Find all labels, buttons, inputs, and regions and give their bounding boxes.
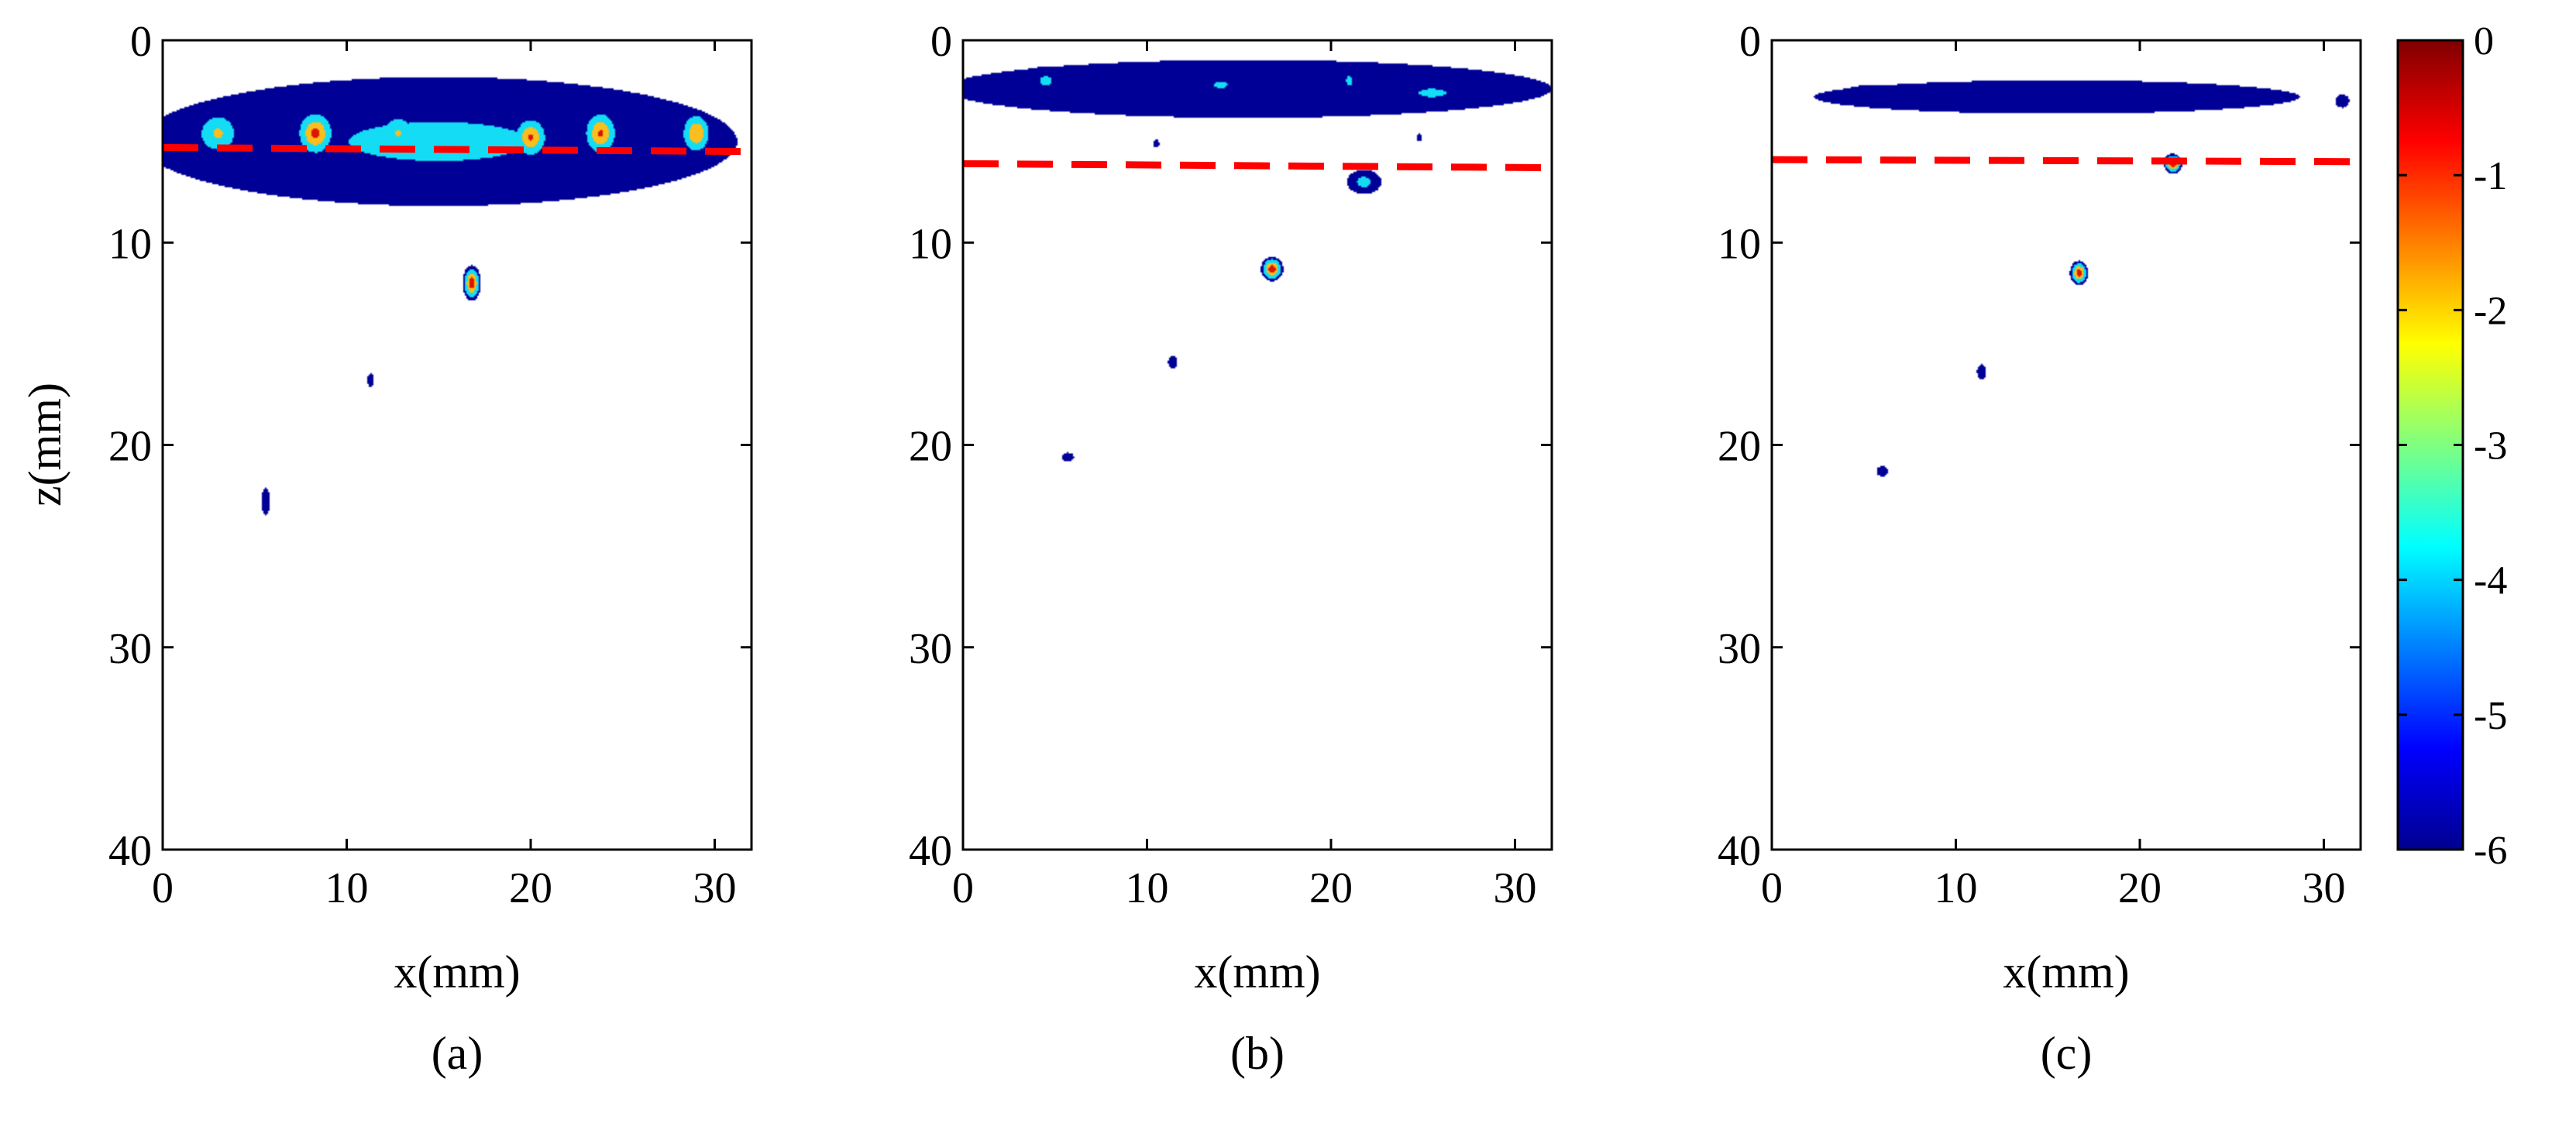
y-tick-label: 30 [909, 625, 952, 673]
x-tick-label: 0 [952, 864, 974, 912]
y-tick-label: 40 [108, 827, 152, 875]
x-tick-label: 20 [509, 864, 552, 912]
panel-a: 0 10 20 30 0 10 20 30 40 x(mm) z(mm) (a) [19, 18, 753, 1079]
y-tick-label: 10 [909, 220, 952, 268]
colorbar-ticks: 0 -1 -2 -3 -4 -5 -6 [2398, 19, 2507, 873]
colorbar-tick-label: -5 [2474, 694, 2507, 738]
x-axis-label: x(mm) [2003, 946, 2129, 998]
x-tick-label: 0 [152, 864, 174, 912]
colorbar: 0 -1 -2 -3 -4 -5 -6 [2396, 19, 2507, 873]
boundary-dashed-line [963, 160, 1552, 172]
colorbar-tick-label: -1 [2474, 154, 2507, 198]
x-ticks: 0 10 20 30 [1761, 40, 2346, 912]
y-tick-label: 40 [1718, 827, 1761, 875]
x-axis-label: x(mm) [1194, 946, 1320, 998]
y-axis-label: z(mm) [19, 383, 71, 507]
panel-c: 0 10 20 30 0 10 20 30 40 x(mm) (c) [1718, 18, 2362, 1079]
y-tick-label: 0 [930, 18, 952, 66]
y-tick-label: 20 [1718, 423, 1761, 471]
x-tick-label: 0 [1761, 864, 1783, 912]
x-tick-label: 30 [1494, 864, 1537, 912]
y-tick-label: 40 [909, 827, 952, 875]
y-tick-label: 10 [108, 220, 152, 268]
contour-field [163, 40, 751, 850]
panel-caption: (b) [1230, 1028, 1285, 1079]
y-tick-label: 10 [1718, 220, 1761, 268]
y-tick-label: 20 [909, 423, 952, 471]
boundary-dashed-line [1772, 156, 2361, 166]
y-tick-label: 20 [108, 423, 152, 471]
y-ticks: 0 10 20 30 40 [108, 18, 751, 875]
panel-caption: (c) [2041, 1028, 2093, 1079]
colorbar-gradient [2398, 40, 2463, 850]
panel-b: 0 10 20 30 0 10 20 30 40 x(mm) (b) [909, 18, 1553, 1079]
boundary-dashed-line [163, 143, 751, 156]
panel-caption: (a) [432, 1028, 483, 1079]
y-tick-label: 30 [108, 625, 152, 673]
colorbar-tick-label: -6 [2474, 829, 2507, 873]
x-tick-label: 30 [2303, 864, 2346, 912]
x-tick-label: 10 [1935, 864, 1978, 912]
y-tick-label: 30 [1718, 625, 1761, 673]
colorbar-tick-label: -4 [2474, 559, 2507, 603]
x-tick-label: 10 [1126, 864, 1169, 912]
contour-field [1772, 40, 2361, 850]
x-axis-label: x(mm) [394, 946, 520, 998]
x-tick-label: 20 [1309, 864, 1353, 912]
x-ticks: 0 10 20 30 [952, 40, 1537, 912]
y-tick-label: 0 [130, 18, 152, 66]
y-ticks: 0 10 20 30 40 [1718, 18, 2361, 875]
colorbar-tick-label: -2 [2474, 289, 2507, 333]
y-ticks: 0 10 20 30 40 [909, 18, 1552, 875]
x-tick-label: 20 [2118, 864, 2162, 912]
colorbar-tick-label: 0 [2474, 19, 2494, 64]
colorbar-tick-label: -3 [2474, 424, 2507, 469]
x-tick-label: 10 [325, 864, 369, 912]
y-tick-label: 0 [1739, 18, 1761, 66]
x-tick-label: 30 [693, 864, 737, 912]
contour-field [963, 40, 1552, 850]
x-ticks: 0 10 20 30 [152, 40, 737, 912]
